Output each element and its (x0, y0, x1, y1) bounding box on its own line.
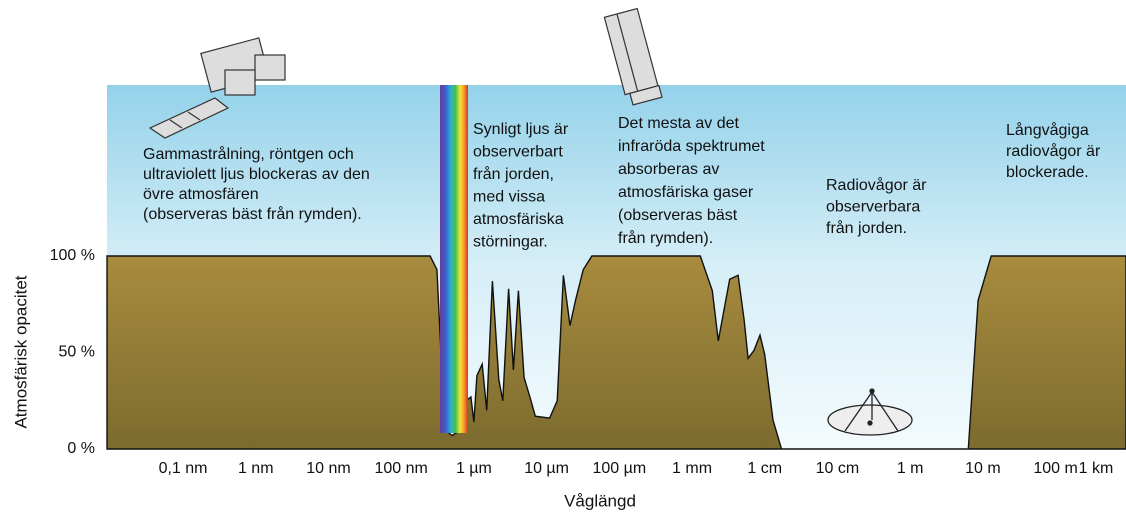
x-tick-label: 1 km (1079, 460, 1114, 477)
x-tick-label: 1 mm (672, 460, 712, 477)
annotation-line: från jorden. (826, 219, 907, 237)
annotation-line: från rymden). (618, 229, 713, 247)
annotation-line: observerbara (826, 199, 920, 216)
visible-spectrum (440, 85, 468, 433)
annotation-line: störningar. (473, 234, 548, 251)
annotation-line: från jorden, (473, 165, 554, 183)
x-tick-label: 100 m (1033, 460, 1077, 477)
x-tick-label: 100 nm (374, 460, 427, 477)
annotation-line: infraröda spektrumet (618, 138, 765, 155)
annotation-line: blockerade. (1006, 164, 1089, 181)
annotation-line: Radiovågor är (826, 176, 927, 194)
annotation-line: Det mesta av det (618, 115, 740, 132)
x-tick-label: 10 cm (816, 460, 860, 477)
x-tick-label: 10 µm (524, 460, 569, 477)
annotation-line: observerbart (473, 144, 563, 161)
radio-dish (827, 388, 913, 436)
x-axis-label: Våglängd (564, 491, 636, 510)
annotation-line: Synligt ljus är (473, 121, 569, 138)
x-tick-label: 10 nm (306, 460, 350, 477)
annotation-line: Långvågiga (1006, 121, 1089, 139)
y-tick-label: 50 % (59, 344, 95, 361)
annotation-line: (observeras bäst (618, 207, 738, 224)
x-tick-label: 1 m (897, 460, 924, 477)
x-tick-label: 1 cm (747, 460, 782, 477)
annotation-line: ultraviolett ljus blockeras av den (143, 166, 370, 183)
annotation-line: atmosfäriska gaser (618, 184, 754, 201)
y-axis-label: Atmosfärisk opacitet (11, 275, 30, 428)
x-tick-label: 1 nm (238, 460, 274, 477)
x-tick-label: 0,1 nm (159, 460, 208, 477)
annotation-line: med vissa (473, 189, 545, 206)
annotation-line: övre atmosfären (143, 186, 259, 203)
y-tick-label: 100 % (50, 247, 95, 264)
x-tick-label: 100 µm (592, 460, 646, 477)
annotation-line: absorberas av (618, 161, 719, 178)
x-tick-label: 1 µm (456, 460, 492, 477)
annotation-line: radiovågor är (1006, 142, 1101, 160)
space-telescope (603, 7, 663, 106)
annotation-line: Gammastrålning, röntgen och (143, 145, 354, 163)
plot (106, 85, 1126, 450)
y-tick-label: 0 % (67, 440, 95, 457)
x-tick-label: 10 m (965, 460, 1001, 477)
satellite (148, 37, 286, 139)
annotation-line: atmosfäriska (473, 211, 564, 228)
annotation-line: (observeras bäst från rymden). (143, 205, 362, 223)
